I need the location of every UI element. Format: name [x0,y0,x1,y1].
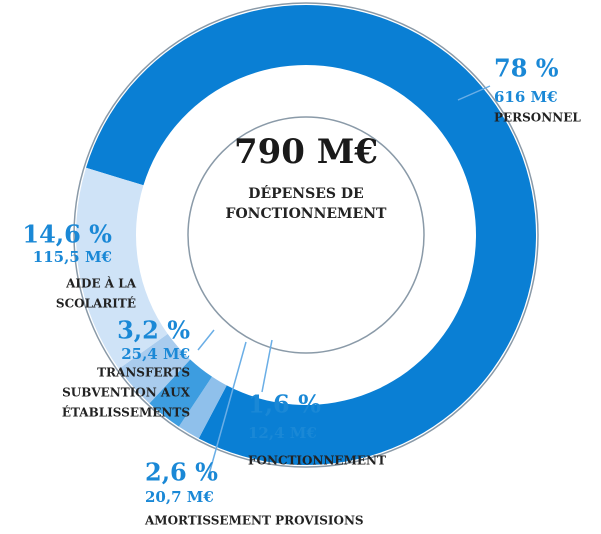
center-label: FONCTIONNEMENT [226,206,387,222]
value-label: 1,6 % [248,390,321,419]
value-label: 14,6 % [22,220,112,249]
category-label: SUBVENTION AUX [62,386,191,400]
leader-line [207,341,247,479]
category-label: ÉTABLISSEMENTS [62,405,190,420]
value-label: 78 % [494,54,559,83]
amount-label: 25,4 M€ [121,345,190,363]
center-label: DÉPENSES DE [248,184,363,202]
amount-label: 115,5 M€ [33,248,112,266]
donut-segment [149,359,213,427]
donut-segment [178,376,227,439]
amount-label: 616 M€ [494,88,558,106]
category-label: AMORTISSEMENT PROVISIONS [144,514,364,528]
amount-label: 12,4 M€ [248,424,317,442]
value-label: 2,6 % [145,458,218,487]
category-label: PERSONNEL [494,111,581,125]
center-value: 790 M€ [234,132,378,172]
donut-segment [118,333,191,404]
center-ring [187,116,425,354]
leader-line [197,329,215,351]
amount-label: 20,7 M€ [145,488,214,506]
donut-segment [76,167,168,369]
category-label: TRANSFERTS [97,366,190,380]
leader-line [457,85,491,101]
leader-line [261,339,273,393]
leaders [197,85,491,479]
outer-ring [73,2,539,468]
category-label: SCOLARITÉ [56,296,136,311]
value-label: 3,2 % [117,316,190,345]
category-label: FONCTIONNEMENT [248,454,386,468]
category-label: AIDE À LA [65,276,137,291]
